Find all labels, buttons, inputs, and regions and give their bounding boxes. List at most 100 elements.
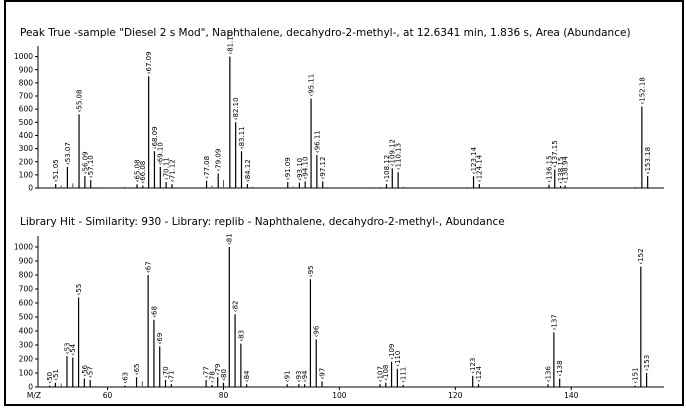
- peak-label: ‹83.11: [238, 126, 246, 149]
- peak-label: ‹69: [156, 333, 164, 345]
- peak-label: ‹152: [637, 248, 645, 264]
- y-tick-label: 900: [19, 65, 34, 74]
- peak-label: ‹80: [220, 369, 228, 381]
- peak-label: ‹53: [63, 342, 71, 354]
- peak-label: ‹66.08: [139, 161, 147, 184]
- y-tick-label: 200: [19, 355, 34, 364]
- peak-label: ‹94.10: [302, 157, 310, 180]
- peak-label: ‹56.09: [81, 151, 89, 174]
- peak-label: ‹93: [295, 370, 303, 382]
- peak-label: ‹71.12: [168, 159, 176, 182]
- peak-label: ‹57: [87, 366, 95, 378]
- x-tick-label: 120: [448, 391, 463, 400]
- y-tick-label: 600: [19, 299, 34, 308]
- peak-label: ‹53.07: [64, 142, 72, 165]
- y-tick-label: 0: [28, 184, 33, 193]
- peak-label: ‹81: [226, 233, 234, 245]
- peak-label: ‹79.09: [215, 149, 223, 172]
- peak-label: ‹67.09: [145, 51, 153, 74]
- peak-label: ‹123.14: [470, 146, 478, 174]
- peak-label: ‹83: [237, 330, 245, 342]
- y-tick-label: 1000: [14, 243, 33, 252]
- peak-label: ‹151: [631, 367, 639, 383]
- peak-label: ‹110: [394, 351, 402, 367]
- peak-label: ‹54: [69, 343, 77, 355]
- y-tick-label: 900: [19, 257, 34, 266]
- peak-label: ‹63: [121, 372, 129, 384]
- peak-label: ‹108.12: [383, 155, 391, 182]
- peak-label: ‹70: [162, 366, 170, 378]
- peak-label: ‹82.10: [232, 97, 240, 120]
- y-tick-label: 500: [19, 313, 34, 322]
- y-tick-label: 600: [19, 105, 34, 114]
- x-tick-label: 100: [332, 391, 347, 400]
- peak-label: ‹70.11: [163, 157, 171, 180]
- peak-label: ‹91.09: [284, 157, 292, 180]
- x-axis-label: M/Z: [27, 391, 41, 400]
- peak-label: ‹77: [203, 366, 211, 378]
- y-tick-label: 1000: [14, 52, 33, 61]
- peak-label: ‹68.09: [151, 126, 159, 149]
- peak-label: ‹153.18: [644, 147, 652, 174]
- peak-label: ‹55: [75, 284, 83, 296]
- peak-label: ‹51: [52, 369, 60, 381]
- peak-label: ‹136: [545, 365, 553, 382]
- peak-label: ‹51.05: [52, 159, 60, 182]
- peak-label: ‹96: [313, 325, 321, 337]
- peak-label: ‹84.12: [244, 159, 252, 182]
- library-spectrum-panel: Library Hit - Similarity: 930 - Library:…: [14, 216, 664, 400]
- spectrum-chart: Peak True -sample "Diesel 2 s Mod", Naph…: [14, 27, 664, 400]
- peak-label: ‹124.14: [476, 154, 484, 182]
- peak-label: ‹152.18: [638, 77, 646, 104]
- peak-label: ‹82: [232, 300, 240, 312]
- peak-label: ‹55.08: [75, 90, 83, 113]
- peak-label: ‹50: [46, 372, 54, 384]
- peak-label: ‹123: [469, 358, 477, 374]
- peak-label: ‹94: [301, 370, 309, 382]
- peak-label: ‹79: [214, 363, 222, 375]
- peak-label: ‹138.15: [557, 157, 565, 184]
- spectrum-comparison-frame: Peak True -sample "Diesel 2 s Mod", Naph…: [4, 0, 684, 406]
- y-tick-label: 400: [19, 131, 34, 140]
- peak-label: ‹95.11: [308, 74, 316, 97]
- peak-label: ‹78: [208, 371, 216, 383]
- peak-label: ‹81.10: [226, 32, 234, 55]
- y-tick-label: 500: [19, 118, 34, 127]
- x-tick-label: 60: [103, 391, 113, 400]
- chart-title: Library Hit - Similarity: 930 - Library:…: [20, 216, 505, 228]
- sample-spectrum-panel: Peak True -sample "Diesel 2 s Mod", Naph…: [14, 27, 664, 193]
- peak-label: ‹124: [475, 365, 483, 382]
- y-tick-label: 200: [19, 157, 34, 166]
- chart-title: Peak True -sample "Diesel 2 s Mod", Naph…: [20, 27, 631, 39]
- y-tick-label: 800: [19, 271, 34, 280]
- peak-label: ‹77.08: [203, 156, 211, 179]
- peak-label: ‹67: [145, 261, 153, 273]
- peak-label: ‹109.12: [389, 139, 397, 166]
- peak-label: ‹110.13: [395, 143, 403, 170]
- y-tick-label: 100: [19, 170, 34, 179]
- peak-label: ‹97.12: [319, 157, 327, 180]
- y-tick-label: 0: [28, 383, 33, 392]
- peak-label: ‹91: [284, 370, 292, 382]
- peak-label: ‹84: [243, 370, 251, 382]
- y-tick-label: 300: [19, 144, 34, 153]
- peak-label: ‹95: [307, 265, 315, 277]
- peak-label: ‹56: [81, 364, 89, 376]
- peak-label: ‹96.11: [313, 130, 321, 153]
- y-tick-label: 300: [19, 341, 34, 350]
- peak-label: ‹65: [133, 363, 141, 375]
- peak-label: ‹138: [556, 360, 564, 376]
- peak-label: ‹57.10: [87, 155, 95, 178]
- peak-label: ‹93.10: [296, 158, 304, 181]
- peak-label: ‹136.15: [545, 155, 553, 182]
- peak-label: ‹65.08: [133, 159, 141, 182]
- peak-label: ‹137: [550, 314, 558, 330]
- y-tick-label: 700: [19, 92, 34, 101]
- y-tick-label: 800: [19, 78, 34, 87]
- peak-label: ‹68: [150, 306, 158, 318]
- peak-label: ‹107: [376, 366, 384, 382]
- peak-label: ‹71: [168, 370, 176, 382]
- x-tick-label: 140: [564, 391, 579, 400]
- peak-label: ‹153: [643, 355, 651, 371]
- peak-label: ‹69.10: [157, 142, 165, 165]
